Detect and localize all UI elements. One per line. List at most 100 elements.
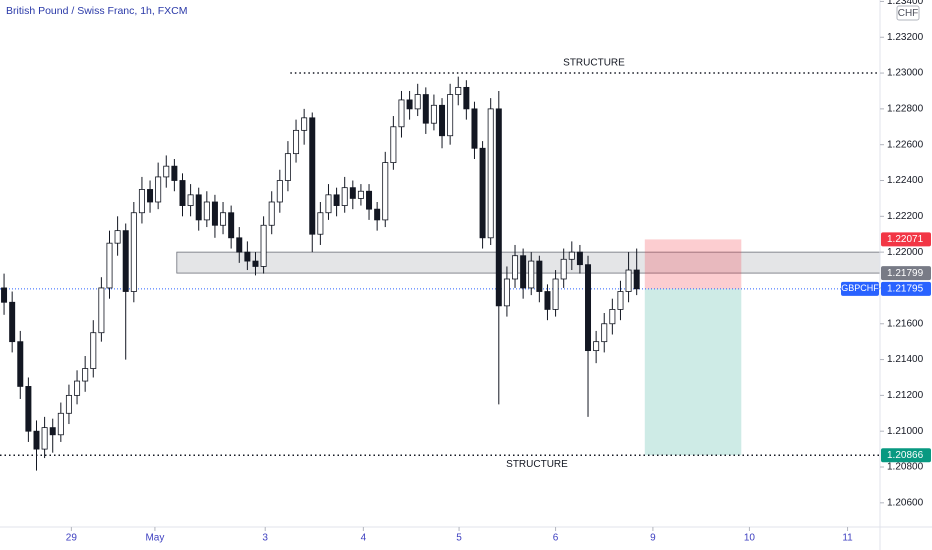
marker-price: 1.21799 [887, 268, 924, 279]
candle-body [65, 394, 72, 414]
candle-body [430, 104, 437, 124]
candle-body [317, 212, 324, 235]
candle-body [633, 269, 640, 290]
candle-body [57, 412, 64, 436]
candle-body [406, 99, 413, 110]
y-tick-label: 1.21600 [887, 318, 924, 329]
last-price-box [881, 281, 931, 296]
candle-body [374, 208, 381, 221]
candle-body [512, 255, 519, 280]
candle-body [609, 309, 616, 325]
y-tick-label: 1.23000 [887, 68, 924, 79]
y-tick-label: 1.20600 [887, 497, 924, 508]
x-tick-label: 6 [553, 533, 559, 544]
candle-body [309, 117, 316, 235]
candle-body [82, 368, 89, 382]
candle-body [220, 212, 227, 226]
time-axis [0, 527, 932, 550]
candle-body [568, 251, 575, 260]
candle-body [366, 190, 373, 210]
symbol: GBPCHF [841, 283, 879, 293]
candle-body [439, 104, 446, 137]
y-tick-label: 1.20800 [887, 462, 924, 473]
candle-body [463, 86, 470, 110]
candle-body [593, 341, 600, 352]
y-tick-label: 1.22800 [887, 104, 924, 115]
candle-body [98, 287, 105, 334]
y-tick-label: 1.22200 [887, 211, 924, 222]
candle-body [293, 129, 300, 155]
marker-price-box [881, 266, 931, 281]
candle-body [560, 258, 567, 280]
candle-body [479, 147, 486, 239]
candle-body [187, 194, 194, 206]
y-tick-label: 1.21000 [887, 426, 924, 437]
candle-body [576, 251, 583, 266]
candle-body [49, 427, 56, 436]
candle-body [122, 230, 129, 292]
candle-body [41, 427, 48, 450]
candle-body [9, 301, 16, 343]
candle-body [260, 224, 267, 267]
currency-badge [896, 5, 920, 21]
x-tick-label: 11 [842, 533, 853, 544]
y-tick-label: 1.21400 [887, 354, 924, 365]
candle-body [325, 194, 332, 214]
candle-body [114, 230, 121, 244]
candle-body [601, 323, 608, 343]
structure-label: STRUCTURE [506, 459, 568, 470]
candle-body [528, 260, 535, 289]
x-tick-label: 29 [66, 533, 78, 544]
candle-body [382, 162, 389, 221]
candle-body [163, 165, 170, 178]
candle-body [17, 341, 24, 387]
candle-body [585, 264, 592, 352]
candle-body [544, 291, 551, 310]
x-tick-label: May [145, 533, 164, 544]
candle-body [349, 187, 356, 199]
y-tick-label: 1.22400 [887, 175, 924, 186]
candle-body [90, 332, 97, 369]
x-tick-label: 5 [456, 533, 462, 544]
candle-body [171, 165, 178, 181]
candle-body [276, 180, 283, 203]
candle-body [455, 86, 462, 95]
candle-body [74, 380, 81, 396]
annotations: STRUCTURE STRUCTURE [0, 58, 880, 470]
candle-body [244, 251, 251, 262]
candle-body [268, 201, 275, 226]
candle-body [390, 126, 397, 163]
candle-body [284, 153, 291, 181]
candle-body [341, 187, 348, 206]
candle-body [106, 242, 113, 289]
candle-body [503, 278, 510, 307]
currency: CHF [898, 8, 919, 19]
x-tick-label: 10 [744, 533, 756, 544]
candle-body [25, 386, 32, 432]
x-tick-label: 4 [361, 533, 367, 544]
target-area [644, 288, 742, 456]
x-tick-label: 3 [262, 533, 268, 544]
last-price: 1.21795 [887, 283, 924, 294]
candle-body [398, 99, 405, 128]
target-price: 1.20866 [887, 450, 924, 461]
candle-body [1, 287, 8, 303]
candle-body [179, 180, 186, 206]
candle-body [138, 189, 145, 214]
y-tick-label: 1.21200 [887, 390, 924, 401]
candle-body [617, 291, 624, 310]
y-tick-label: 1.22600 [887, 139, 924, 150]
candle-body [625, 269, 632, 292]
target-price-box [881, 448, 931, 463]
candle-body [195, 194, 202, 221]
candle-body [471, 108, 478, 149]
y-tick-label: 1.23400 [887, 0, 924, 7]
candle-body [447, 94, 454, 137]
candle-body [301, 117, 308, 131]
candle-body [487, 108, 494, 239]
stop-price: 1.22071 [887, 234, 924, 245]
candle-body [536, 260, 543, 292]
candle-body [130, 212, 137, 292]
candle-body [333, 194, 340, 206]
